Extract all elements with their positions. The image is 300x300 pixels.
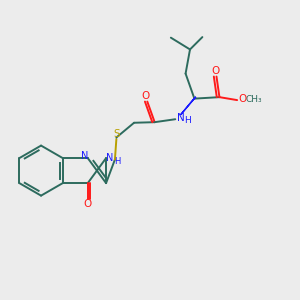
Text: N: N — [106, 153, 113, 163]
Text: H: H — [114, 157, 121, 166]
Text: S: S — [113, 129, 120, 139]
Text: N: N — [81, 151, 88, 161]
Text: O: O — [142, 91, 150, 101]
Text: CH₃: CH₃ — [246, 95, 262, 104]
Text: O: O — [238, 94, 247, 104]
Text: O: O — [211, 66, 219, 76]
Text: H: H — [184, 116, 191, 125]
Polygon shape — [181, 97, 196, 115]
Text: O: O — [84, 199, 92, 209]
Text: N: N — [177, 113, 184, 123]
